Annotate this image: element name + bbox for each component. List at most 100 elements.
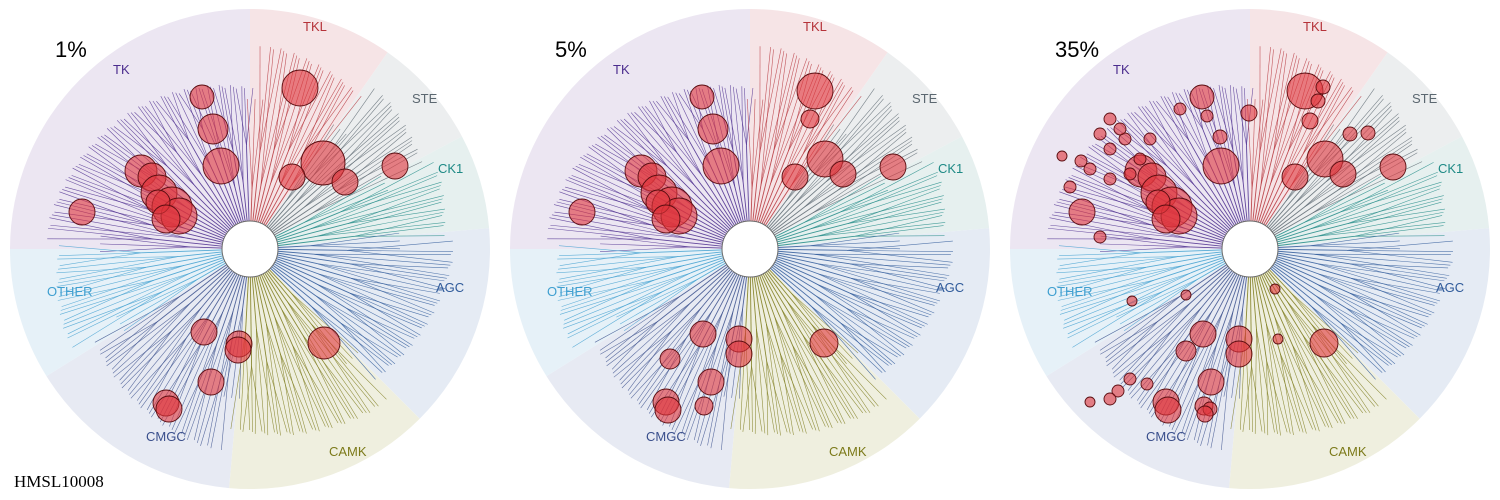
branch-twig — [1350, 277, 1435, 314]
branch-trunk — [1277, 235, 1317, 245]
branch-twig — [244, 88, 247, 146]
branch-twig — [624, 278, 699, 331]
branch-twig — [339, 181, 442, 213]
tree-branches — [47, 46, 453, 450]
branch-twig — [1160, 95, 1203, 176]
branch-twig — [621, 307, 702, 389]
branch-twig — [638, 337, 687, 405]
inhibition-marker — [689, 84, 715, 110]
branch-twig — [116, 278, 199, 318]
branch-trunk — [685, 228, 724, 241]
branch-trunk — [769, 203, 796, 230]
branch-twig — [847, 198, 943, 224]
branch-twig — [1310, 185, 1441, 230]
inhibition-marker — [1093, 127, 1107, 141]
branch-twig — [854, 235, 945, 237]
branch-twig — [817, 273, 932, 316]
branch-twig — [99, 295, 181, 351]
branch-trunk — [680, 264, 728, 297]
branch-twig — [567, 291, 663, 339]
branch-twig — [315, 295, 402, 357]
branch-twig — [1116, 120, 1190, 197]
branch-twig — [815, 295, 907, 349]
branch-trunk — [1253, 276, 1268, 361]
inhibition-marker — [1281, 163, 1309, 191]
branch-twig — [290, 292, 353, 359]
branch-trunk — [1275, 259, 1350, 294]
inhibition-marker — [151, 204, 181, 234]
branch-trunk — [245, 145, 250, 222]
branch-trunk — [259, 151, 289, 224]
branch-twig — [1346, 307, 1415, 339]
branch-twig — [1145, 106, 1202, 176]
branch-trunk — [678, 251, 723, 257]
branch-twig — [605, 320, 659, 363]
branch-trunk — [267, 175, 314, 229]
inhibition-marker — [155, 395, 183, 423]
branch-twig — [840, 322, 886, 373]
inhibition-marker — [800, 109, 820, 129]
branch-trunk — [764, 272, 804, 336]
branch-twig — [354, 215, 443, 237]
branch-twig — [652, 100, 702, 176]
branch-twig — [317, 284, 422, 329]
branch-twig — [1349, 292, 1421, 336]
branch-twig — [672, 92, 690, 141]
branch-trunk — [686, 237, 723, 245]
branch-twig — [846, 250, 953, 263]
branch-trunk — [1276, 258, 1318, 275]
branch-twig — [849, 263, 946, 289]
inhibition-marker — [1173, 102, 1187, 116]
branch-twig — [67, 291, 163, 339]
branch-trunk — [1197, 262, 1226, 280]
branch-twig — [563, 272, 691, 325]
inhibition-marker — [568, 198, 596, 226]
branch-twig — [721, 86, 734, 151]
branch-twig — [558, 265, 685, 297]
branch-twig — [849, 292, 929, 318]
branch-twig — [59, 252, 142, 256]
branch-twig — [1057, 279, 1155, 301]
branch-twig — [660, 95, 703, 176]
branch-twig — [563, 291, 663, 329]
branch-trunk — [1242, 276, 1248, 309]
branch-trunk — [251, 276, 257, 329]
branch-twig — [1056, 266, 1147, 274]
family-label-camk: CAMK — [329, 444, 367, 459]
branch-twig — [1316, 211, 1444, 237]
inhibition-marker — [1133, 152, 1147, 166]
branch-twig — [141, 106, 178, 153]
branch-twig — [1241, 86, 1244, 183]
branch-twig — [794, 113, 899, 204]
branch-trunk — [245, 276, 249, 333]
inhibition-marker — [381, 152, 409, 180]
branch-trunk — [759, 275, 776, 317]
branch-trunk — [1264, 185, 1292, 226]
branch-trunk — [183, 255, 223, 266]
branch-trunk — [277, 252, 350, 265]
branch-twig — [1149, 100, 1178, 153]
branch-twig — [850, 277, 935, 314]
branch-twig — [817, 273, 935, 306]
family-label-tkl: TKL — [303, 19, 327, 34]
branch-trunk — [777, 235, 855, 247]
branch-trunk — [1267, 270, 1312, 325]
branch-twig — [1119, 278, 1199, 325]
inhibition-marker — [307, 326, 341, 360]
branch-twig — [1094, 295, 1181, 343]
branch-trunk — [1185, 228, 1224, 241]
branch-twig — [616, 120, 690, 197]
inhibition-marker — [1189, 84, 1215, 110]
branch-twig — [136, 307, 202, 401]
inhibition-marker — [278, 163, 306, 191]
family-label-tk: TK — [613, 62, 630, 77]
inhibition-marker — [224, 336, 252, 364]
branch-twig — [346, 250, 453, 263]
branch-twig — [106, 302, 191, 367]
inhibition-marker — [1240, 104, 1258, 122]
branch-twig — [611, 321, 659, 370]
branch-trunk — [1277, 254, 1317, 264]
branch-trunk — [1178, 251, 1223, 257]
branch-twig — [847, 208, 945, 224]
branch-twig — [1266, 360, 1288, 433]
